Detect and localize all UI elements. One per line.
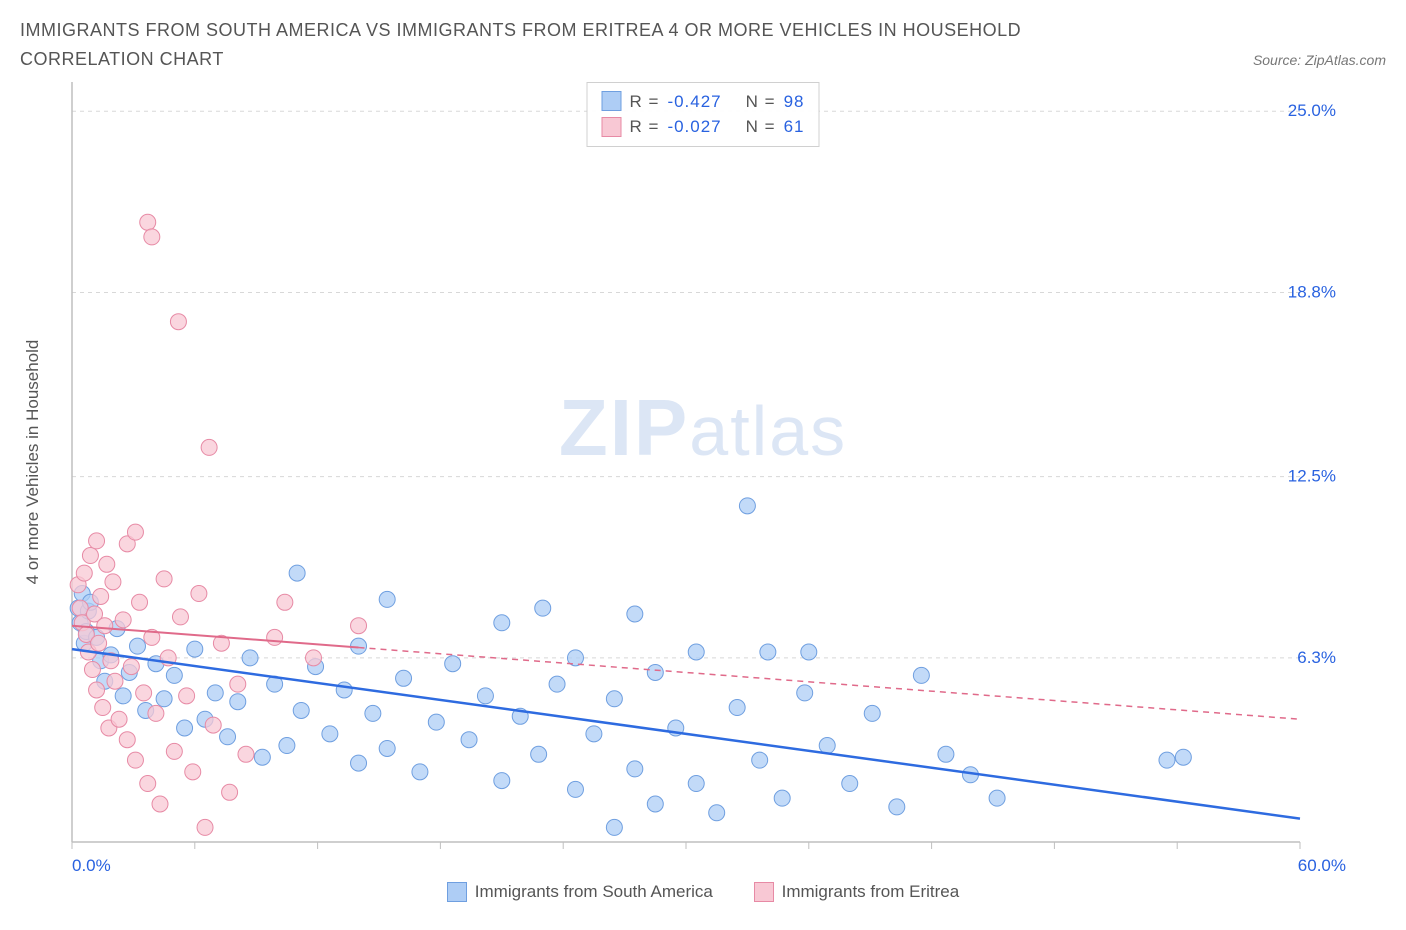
legend-swatch-icon [447, 882, 467, 902]
legend-n-label: N = [746, 114, 776, 140]
legend-r-value: -0.027 [667, 114, 721, 140]
legend-r-label: R = [630, 89, 660, 115]
legend-r-label: R = [630, 114, 660, 140]
legend-n-label: N = [746, 89, 776, 115]
legend-row: R = -0.427 N = 98 [602, 89, 805, 115]
chart-title: IMMIGRANTS FROM SOUTH AMERICA VS IMMIGRA… [20, 16, 1120, 74]
x-axis-range: 0.0% 60.0% [72, 856, 1346, 876]
correlation-legend: R = -0.427 N = 98 R = -0.027 N = 61 [587, 82, 820, 147]
svg-text:25.0%: 25.0% [1288, 101, 1336, 120]
x-axis-min: 0.0% [72, 856, 111, 876]
legend-row: R = -0.027 N = 61 [602, 114, 805, 140]
legend-n-value: 98 [784, 89, 805, 115]
legend-n-value: 61 [784, 114, 805, 140]
scatter-plot: 6.3% 12.5% 18.8% 25.0% 4 or more Vehicles in… [20, 82, 1340, 852]
legend-swatch-icon [602, 117, 622, 137]
svg-text:4 or more Vehicles in Househol: 4 or more Vehicles in Household [23, 339, 42, 584]
svg-text:18.8%: 18.8% [1288, 282, 1336, 301]
header-row: IMMIGRANTS FROM SOUTH AMERICA VS IMMIGRA… [20, 16, 1386, 74]
svg-text:6.3%: 6.3% [1297, 647, 1336, 666]
legend-swatch-icon [602, 91, 622, 111]
chart-container: R = -0.427 N = 98 R = -0.027 N = 61 ZIPa… [20, 82, 1386, 907]
legend-swatch-icon [754, 882, 774, 902]
legend-label: Immigrants from South America [475, 882, 713, 902]
series-legend: Immigrants from South America Immigrants… [20, 882, 1386, 907]
legend-r-value: -0.427 [667, 89, 721, 115]
x-axis-max: 60.0% [1298, 856, 1346, 876]
svg-text:12.5%: 12.5% [1288, 466, 1336, 485]
source-attribution: Source: ZipAtlas.com [1253, 52, 1386, 68]
legend-item: Immigrants from Eritrea [754, 882, 960, 902]
legend-label: Immigrants from Eritrea [782, 882, 960, 902]
legend-item: Immigrants from South America [447, 882, 713, 902]
